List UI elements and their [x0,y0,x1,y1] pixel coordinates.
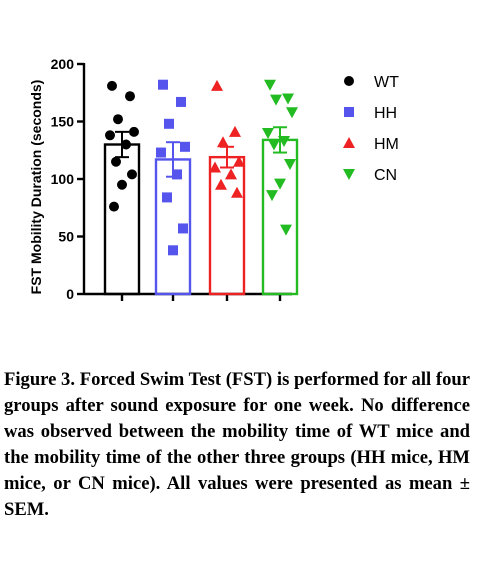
point-cn-11 [280,224,292,236]
point-cn-9 [274,178,286,190]
point-cn-6 [278,136,290,148]
point-hm-4 [233,155,245,167]
y-tick-label-50: 50 [58,229,74,245]
point-hm-6 [225,168,237,180]
point-wt-5 [105,130,115,141]
legend-marker-hm [343,137,355,148]
point-wt-1 [107,80,117,91]
point-hm-1 [211,79,223,91]
point-hh-7 [162,192,172,203]
point-wt-10 [109,201,119,212]
legend-label-cn: CN [374,167,397,184]
legend-marker-hh [344,107,354,117]
y-tick-label-100: 100 [51,171,75,187]
point-hh-6 [172,169,182,180]
point-cn-4 [286,107,298,119]
point-cn-10 [266,190,278,202]
point-hm-8 [231,186,243,198]
point-hh-9 [168,245,178,256]
point-wt-8 [127,169,137,180]
point-wt-3 [113,114,123,125]
point-hh-1 [158,79,168,90]
legend-marker-wt [344,76,354,86]
point-hm-3 [217,136,229,148]
point-cn-1 [264,79,276,91]
y-tick-label-150: 150 [51,114,75,130]
point-cn-2 [282,93,294,105]
point-hh-2 [176,96,186,107]
point-hm-2 [229,125,241,137]
point-wt-7 [111,156,121,167]
point-hh-8 [178,223,188,234]
fst-mobility-chart: FST Mobility Duration (seconds) 0 50 100 150… [28,56,399,302]
legend-label-wt: WT [374,74,399,91]
figure-caption: Figure 3. Forced Swim Test (FST) is perf… [4,369,470,520]
point-hh-3 [164,118,174,129]
point-wt-2 [125,91,135,102]
point-hm-7 [215,178,227,190]
point-wt-4 [129,126,139,137]
legend-label-hm: HM [374,136,399,153]
point-cn-7 [268,139,280,151]
point-hh-4 [180,141,190,152]
point-cn-3 [270,94,282,106]
legend-label-hh: HH [374,105,397,122]
point-wt-6 [121,139,131,150]
y-tick-label-200: 200 [51,56,75,72]
bar-wt [103,143,141,296]
point-wt-9 [117,179,127,190]
point-cn-8 [284,159,296,171]
point-cn-5 [262,128,274,139]
legend-marker-cn [343,169,355,180]
y-axis-label: FST Mobility Duration (seconds) [28,80,44,295]
point-hh-5 [156,147,166,158]
point-hm-5 [209,161,221,173]
y-tick-label-0: 0 [66,286,74,302]
